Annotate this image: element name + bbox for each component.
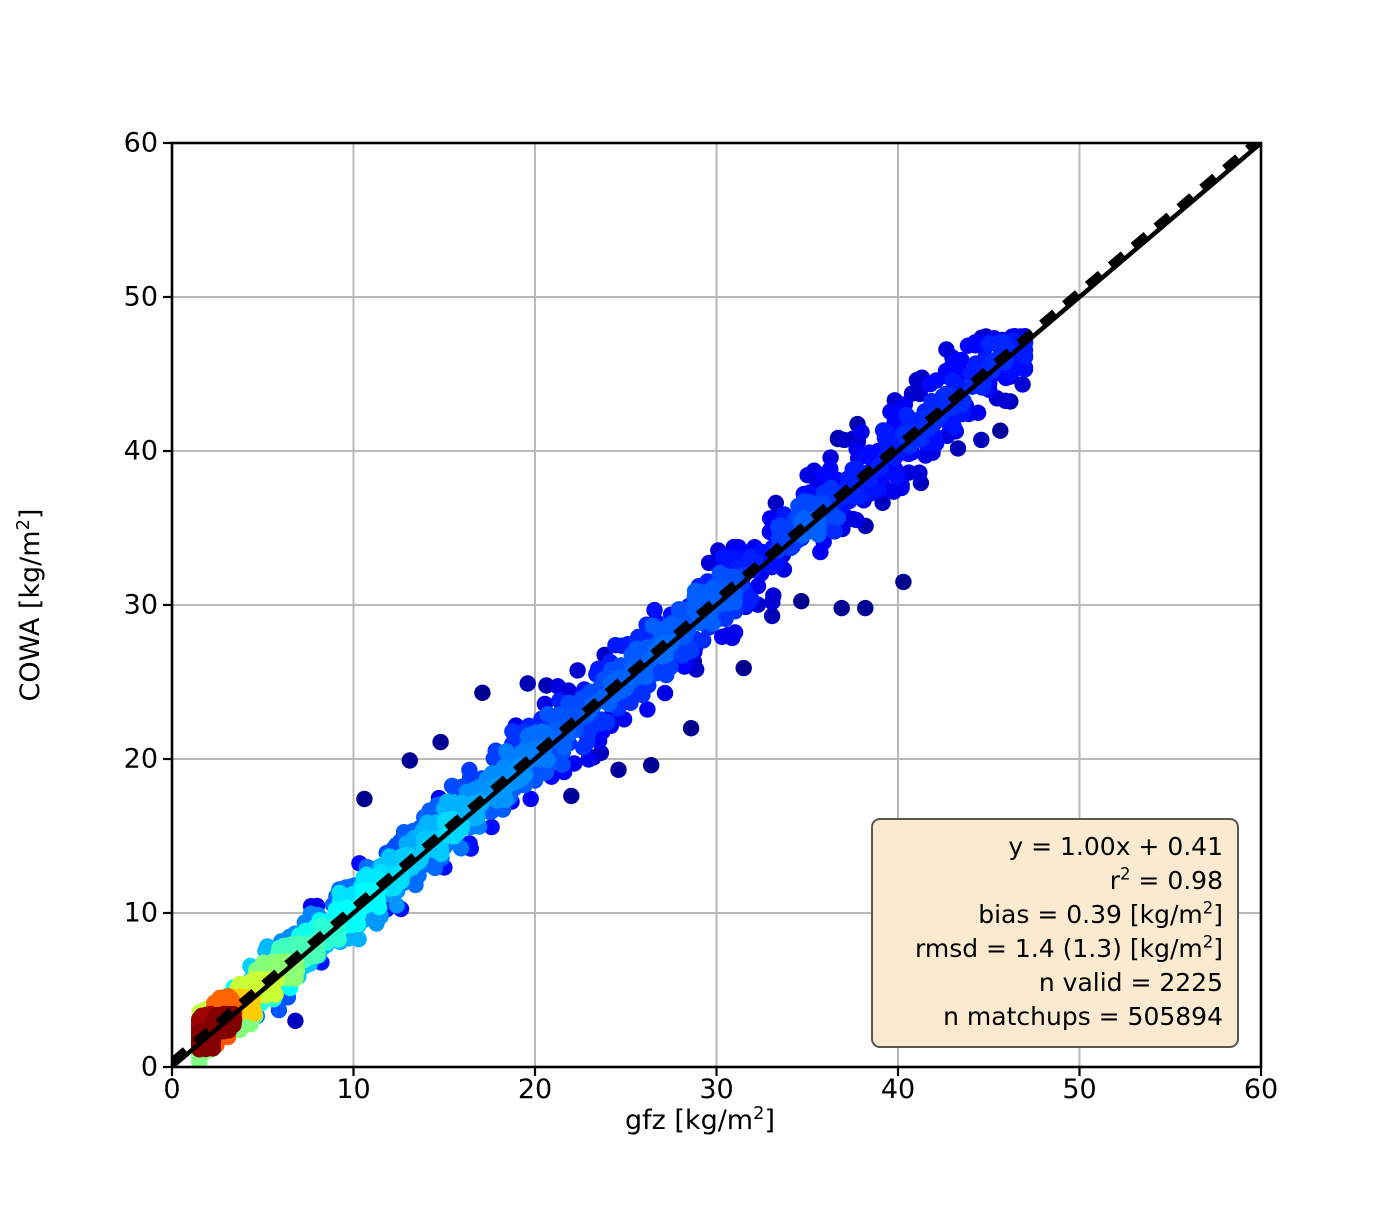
x-tick-label-50: 50 <box>1062 1074 1097 1105</box>
x-tick-label-10: 10 <box>336 1074 371 1105</box>
reference-lines <box>172 143 1261 1067</box>
y-tick-label-0: 0 <box>140 1051 158 1083</box>
y-tick-label-30: 30 <box>123 589 158 621</box>
statistics-box: y = 1.00x + 0.41 r2 = 0.98 bias = 0.39 [… <box>871 818 1239 1048</box>
stat-n-valid: n valid = 2225 <box>1038 968 1223 997</box>
y-tick-label-10: 10 <box>123 897 158 929</box>
x-tick-label-0: 0 <box>163 1074 181 1105</box>
stat-n-matchups: n matchups = 505894 <box>943 1002 1223 1031</box>
y-tick-label-50: 50 <box>123 281 158 313</box>
x-label-exponent: 2 <box>753 1103 765 1124</box>
y-axis-label-wrap: COWA [kg/m2] <box>0 5 60 1205</box>
stat-bias: bias = 0.39 [kg/m2] <box>978 898 1223 929</box>
y-axis-label: COWA [kg/m2] <box>12 508 46 702</box>
y-tick-label-40: 40 <box>123 435 158 467</box>
x-tick-label-30: 30 <box>699 1074 734 1105</box>
axis-ticks <box>163 141 1263 1076</box>
y-tick-label-20: 20 <box>123 743 158 775</box>
x-tick-label-40: 40 <box>880 1074 916 1105</box>
y-label-exponent: 2 <box>12 519 34 531</box>
x-tick-label-20: 20 <box>517 1074 553 1105</box>
x-axis-label: gfz [kg/m2] <box>625 1103 775 1136</box>
stat-rmsd: rmsd = 1.4 (1.3) [kg/m2] <box>915 932 1223 963</box>
stat-equation: y = 1.00x + 0.41 <box>1008 832 1223 861</box>
x-tick-label-60: 60 <box>1243 1074 1279 1105</box>
stat-r-squared: r2 = 0.98 <box>1109 864 1223 895</box>
y-tick-label-60: 60 <box>123 127 158 159</box>
